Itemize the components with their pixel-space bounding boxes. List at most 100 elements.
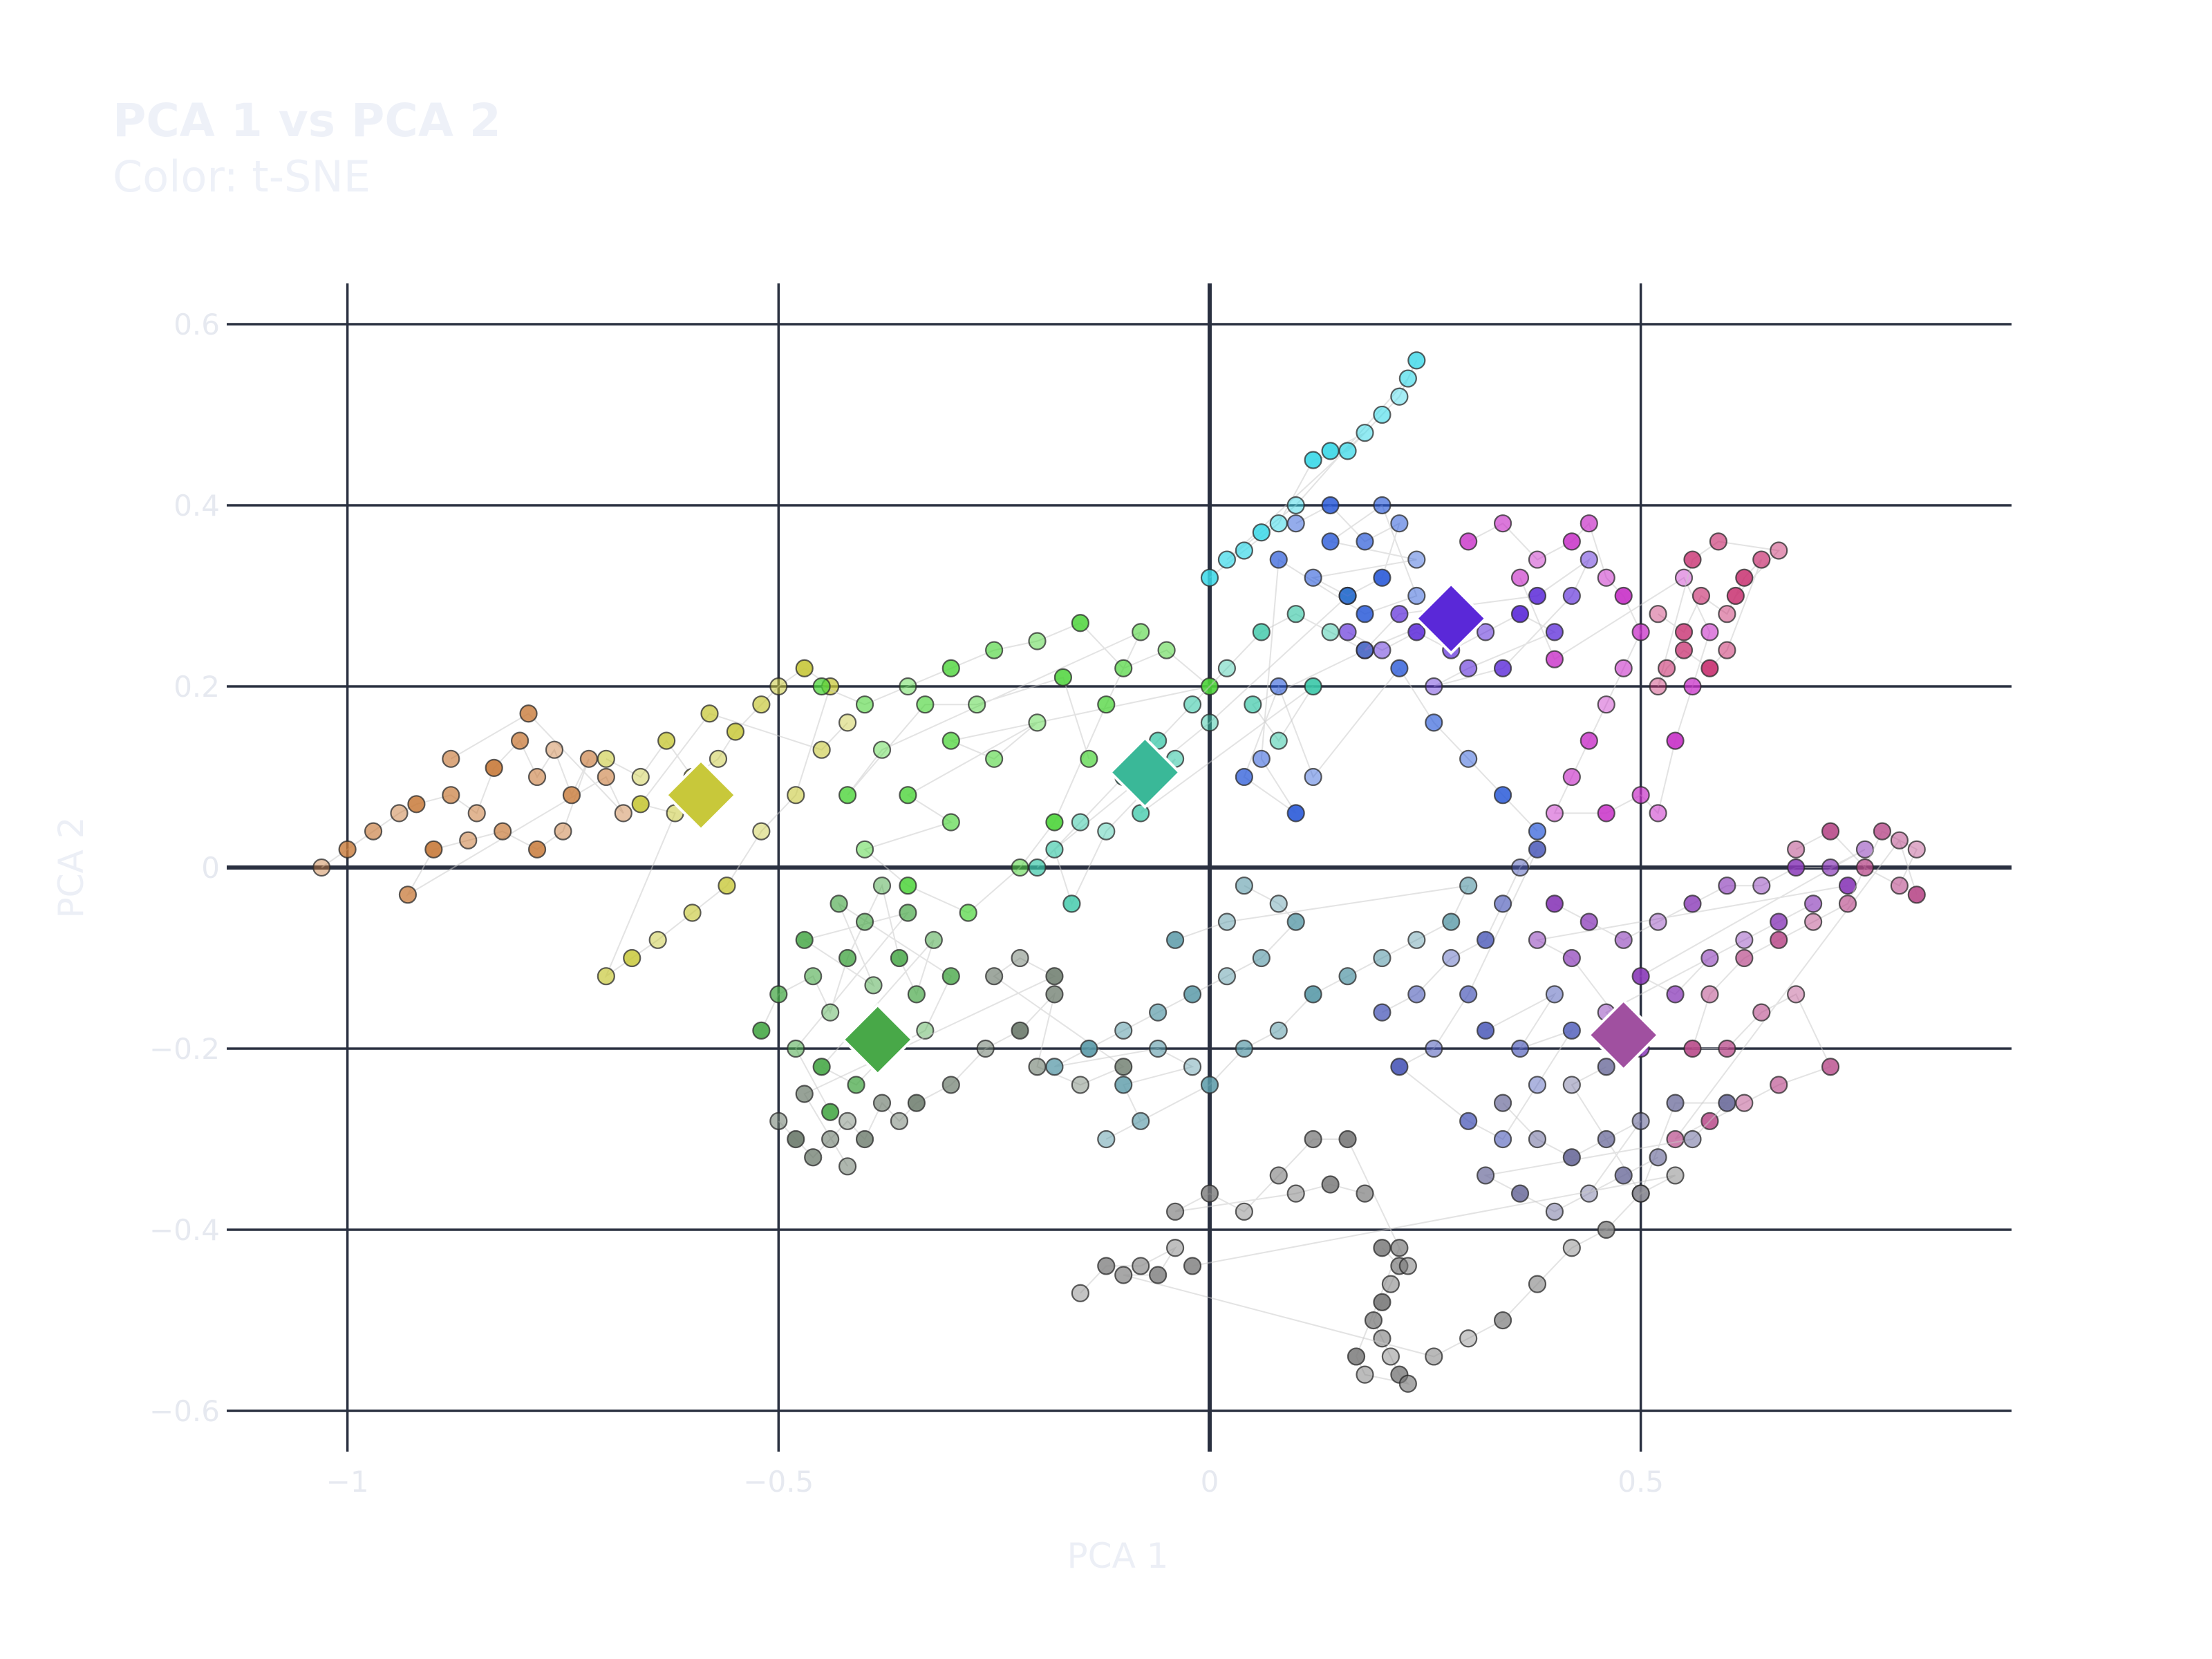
- data-point: [1510, 1184, 1530, 1203]
- data-point: [1114, 1266, 1133, 1284]
- chart-title: PCA 1 vs PCA 2: [113, 94, 501, 147]
- data-point: [1235, 767, 1253, 787]
- data-point: [1252, 523, 1271, 542]
- data-point: [597, 767, 615, 787]
- y-tick-label: 0: [201, 851, 220, 885]
- data-point: [519, 704, 538, 723]
- data-point: [1649, 677, 1667, 696]
- data-point: [769, 985, 788, 1004]
- data-point: [1649, 912, 1667, 931]
- data-point: [1597, 568, 1615, 587]
- data-point: [1398, 1374, 1417, 1393]
- data-point: [1304, 568, 1322, 587]
- data-point: [1080, 749, 1098, 768]
- data-point: [847, 1076, 865, 1094]
- data-point: [1631, 967, 1650, 986]
- data-point: [838, 948, 857, 968]
- data-point: [1114, 1021, 1133, 1040]
- data-point: [1028, 1058, 1047, 1076]
- data-point: [1269, 894, 1288, 913]
- data-point: [1149, 1003, 1168, 1022]
- data-point: [1493, 659, 1512, 677]
- data-point: [1398, 1257, 1417, 1275]
- data-point: [1398, 369, 1417, 388]
- data-point: [1674, 641, 1694, 659]
- data-point: [1011, 948, 1029, 968]
- data-point: [1200, 713, 1219, 732]
- point-cluster: [1477, 1058, 1736, 1221]
- data-point: [1183, 985, 1202, 1004]
- data-point: [1114, 1076, 1133, 1094]
- data-point: [1200, 1184, 1219, 1203]
- data-point: [1321, 1175, 1340, 1194]
- data-point: [959, 903, 977, 922]
- data-point: [623, 948, 641, 968]
- data-point: [1477, 623, 1495, 641]
- data-point: [1804, 894, 1823, 913]
- data-point: [787, 1130, 805, 1149]
- data-point: [1614, 586, 1633, 606]
- data-point: [1528, 930, 1547, 949]
- data-point: [1890, 831, 1909, 850]
- data-point: [855, 1130, 874, 1149]
- trajectory-line: [1535, 848, 1866, 1049]
- data-point: [1080, 1039, 1098, 1058]
- tick-labels: −1 −0.5 0 0.5 0.6 0.4 0.2 0 −0.2 −0.4 −0.6: [149, 308, 1664, 1499]
- data-point: [1269, 514, 1288, 533]
- data-point: [700, 704, 719, 723]
- data-point: [442, 786, 460, 805]
- data-point: [1269, 731, 1288, 750]
- point-cluster: [312, 704, 632, 904]
- x-tick-label: −1: [326, 1465, 369, 1499]
- data-point: [1425, 677, 1443, 696]
- data-point: [1381, 1347, 1400, 1366]
- data-point: [1390, 387, 1409, 406]
- data-point: [812, 1058, 831, 1076]
- data-point: [1493, 1094, 1512, 1112]
- data-point: [899, 877, 917, 895]
- data-point: [1097, 695, 1116, 714]
- data-point: [1132, 804, 1150, 823]
- y-tick-label: −0.6: [149, 1394, 220, 1428]
- y-tick-label: 0.6: [174, 308, 220, 341]
- data-point: [1735, 568, 1754, 587]
- centroid-diamond: [1586, 998, 1660, 1072]
- data-point: [1321, 532, 1340, 551]
- data-point: [1493, 1311, 1512, 1330]
- data-point: [527, 767, 547, 787]
- data-point: [1691, 586, 1711, 606]
- data-point: [1649, 804, 1667, 823]
- data-point: [1244, 695, 1262, 714]
- data-point: [1459, 532, 1478, 551]
- x-tick-label: 0: [1201, 1465, 1219, 1499]
- data-point: [1390, 1058, 1409, 1076]
- point-cluster: [1373, 840, 1581, 1149]
- data-point: [1373, 496, 1391, 515]
- point-cluster: [1045, 877, 1478, 1149]
- point-cluster: [1528, 840, 1875, 1058]
- data-point: [1890, 877, 1909, 895]
- point-cluster: [597, 659, 857, 986]
- data-point: [907, 985, 926, 1004]
- data-point: [1373, 1293, 1391, 1311]
- data-point: [1321, 623, 1340, 641]
- data-point: [1321, 442, 1340, 460]
- data-point: [941, 967, 960, 986]
- data-point: [1011, 1021, 1029, 1040]
- data-point: [1217, 967, 1237, 986]
- data-point: [1200, 1076, 1219, 1094]
- data-point: [1528, 1130, 1547, 1149]
- data-point: [1709, 532, 1728, 551]
- data-point: [976, 1039, 995, 1058]
- data-point: [872, 877, 892, 895]
- data-point: [338, 840, 357, 859]
- point-cluster: [1235, 496, 1547, 841]
- data-point: [1338, 967, 1357, 986]
- data-point: [1752, 1003, 1771, 1022]
- data-point: [821, 1130, 840, 1149]
- data-point: [1071, 1076, 1089, 1094]
- data-point: [968, 695, 986, 714]
- data-point: [1097, 1257, 1116, 1275]
- data-point: [1787, 840, 1806, 859]
- data-point: [1269, 677, 1288, 696]
